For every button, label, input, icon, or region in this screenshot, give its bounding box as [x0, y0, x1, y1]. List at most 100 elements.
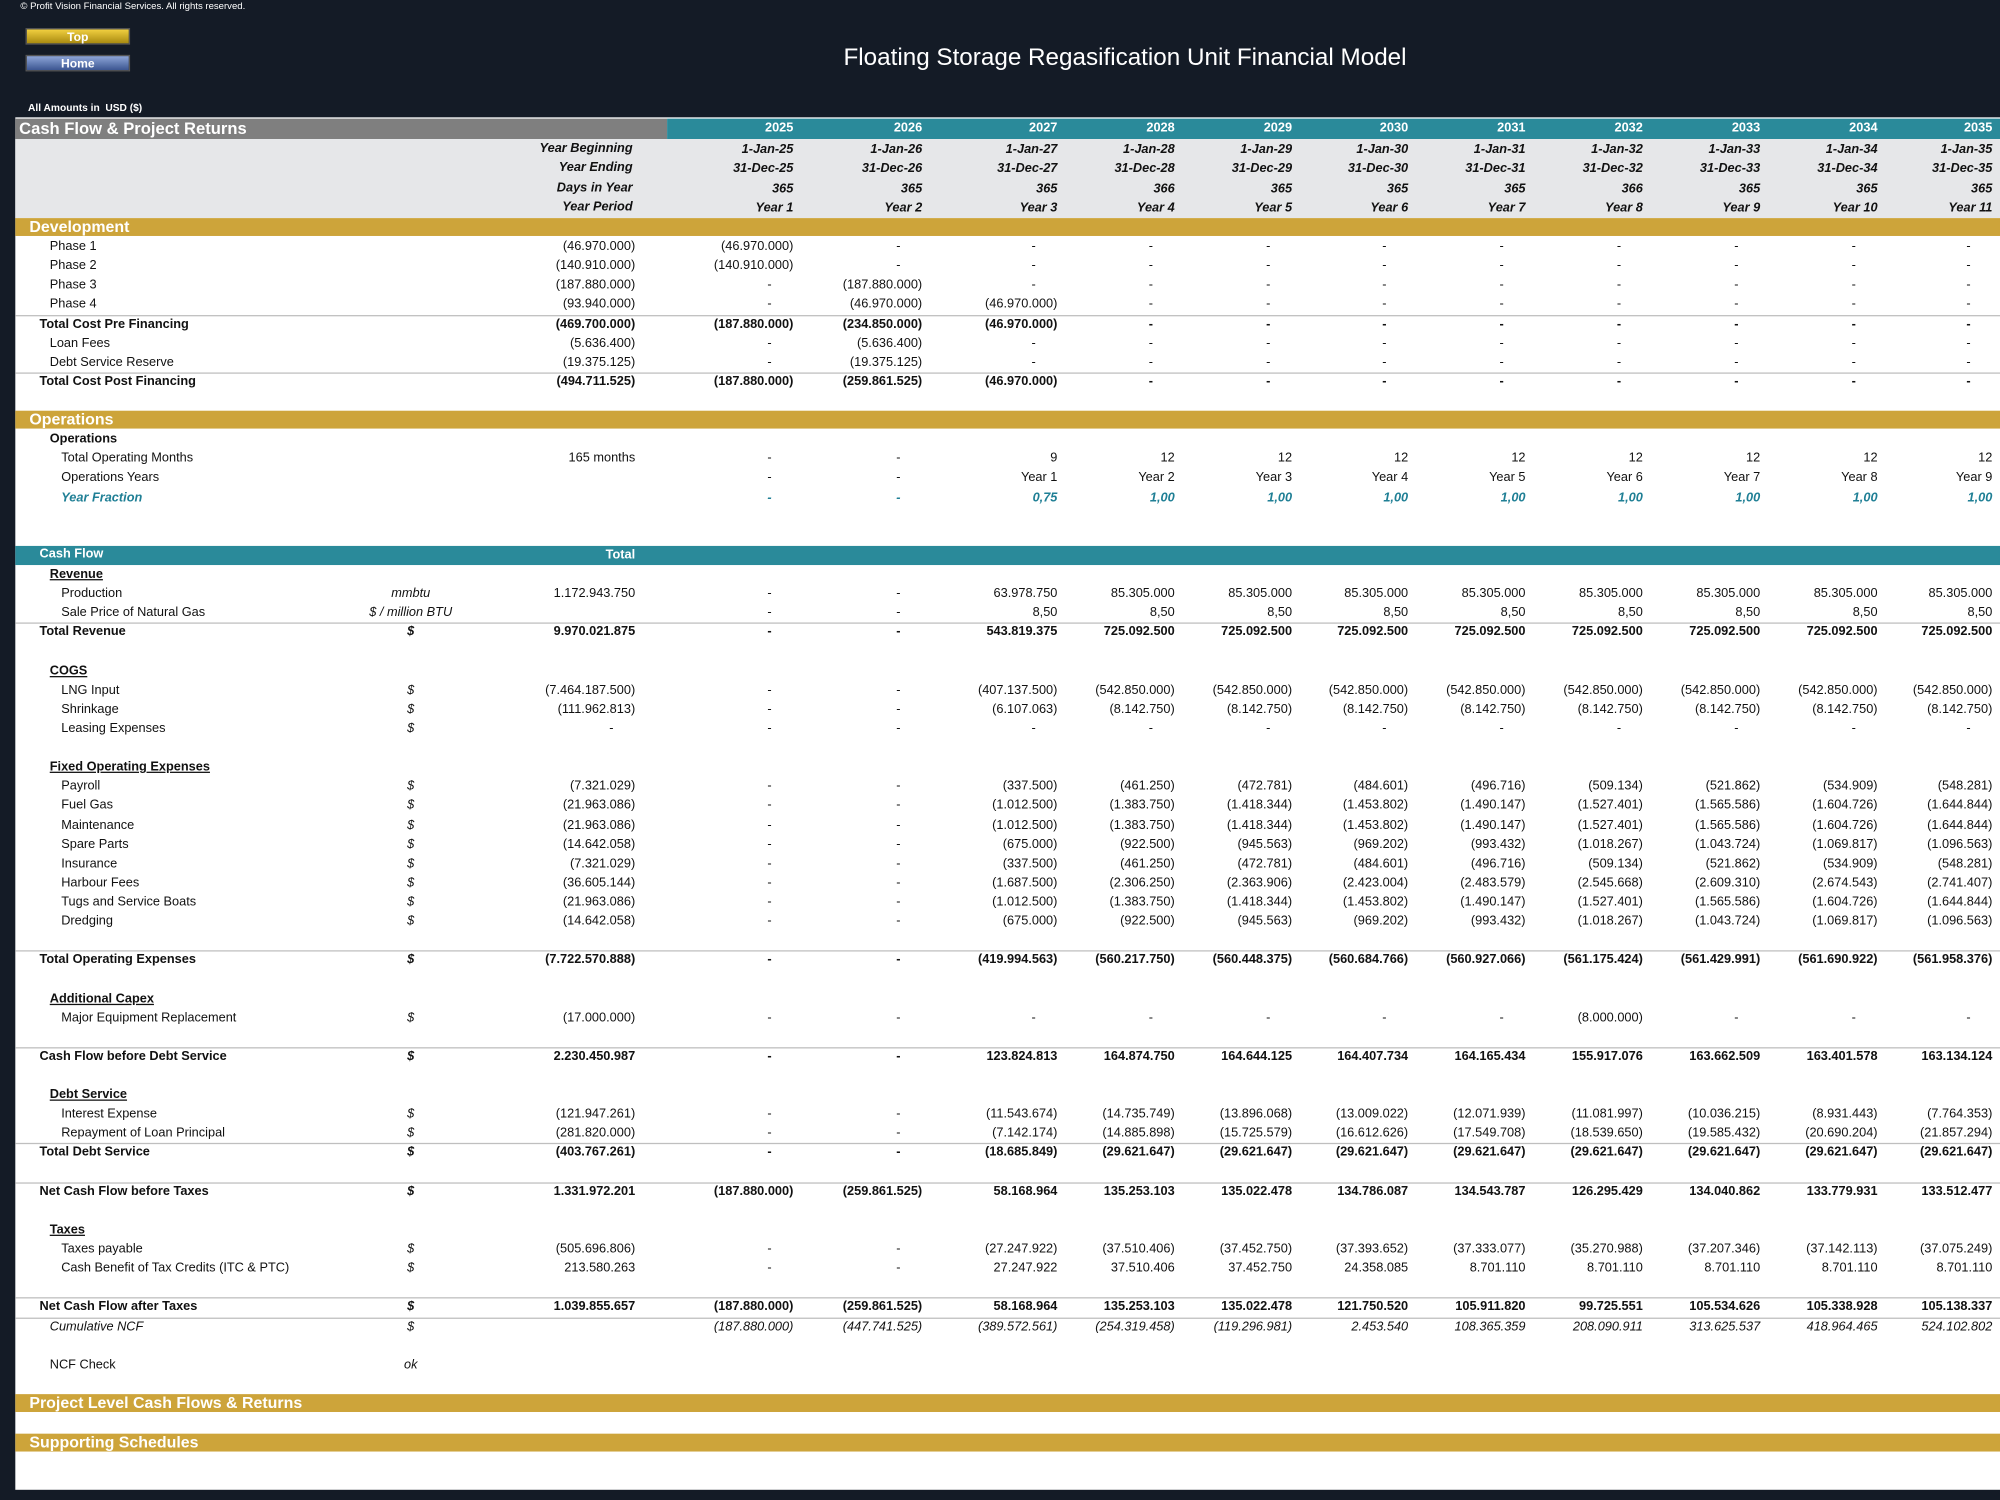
cell: - — [1382, 278, 1387, 293]
timeline-cell: Year 5 — [1254, 201, 1293, 216]
row-total: 2.230.450.987 — [553, 1049, 636, 1064]
home-button[interactable]: Home — [25, 54, 131, 72]
row-label: Revenue — [49, 567, 103, 582]
row-unit: $ — [407, 1145, 415, 1160]
cell: (922.500) — [1120, 914, 1175, 929]
cell: - — [1148, 1011, 1154, 1026]
year-header: 2033 — [1731, 121, 1761, 136]
cell: (119.296.981) — [1213, 1320, 1293, 1335]
cell: - — [1734, 239, 1739, 254]
cell: 58.168.964 — [993, 1299, 1058, 1314]
row-total: (494.711.525) — [556, 374, 636, 390]
cell: - — [767, 838, 772, 853]
timeline-cell: 365 — [900, 182, 923, 197]
cell: - — [896, 952, 901, 967]
cell: 8,50 — [1149, 605, 1175, 620]
cell: (35.270.988) — [1570, 1242, 1643, 1257]
cell: Year 9 — [1955, 470, 1993, 485]
row-rule — [15, 1047, 2000, 1049]
cell: (542.850.000) — [1563, 683, 1643, 698]
row-label: Taxes payable — [61, 1242, 143, 1257]
cell: - — [767, 952, 772, 967]
timeline-label: Days in Year — [556, 181, 633, 196]
cell: (2.741.407) — [1927, 876, 1993, 891]
cell: 27.247.922 — [993, 1261, 1058, 1276]
cell: - — [1499, 336, 1504, 351]
cell: 85.305.000 — [1579, 586, 1643, 601]
cell: 105.338.928 — [1806, 1299, 1878, 1314]
row-label: Production — [61, 586, 123, 601]
timeline-cell: 1-Jan-35 — [1940, 142, 1993, 157]
cell: (187.880.000) — [713, 317, 794, 332]
cell: (542.850.000) — [1212, 683, 1293, 698]
row-total: (19.375.125) — [562, 355, 636, 370]
total-header: Total — [605, 548, 636, 563]
row-label: Year Fraction — [61, 491, 143, 506]
cell: - — [896, 1126, 901, 1141]
row-total: - — [609, 721, 614, 736]
cell: - — [767, 451, 772, 466]
cell: 12 — [1746, 451, 1761, 466]
timeline-cell: 365 — [1386, 182, 1409, 197]
cell: (19.585.432) — [1687, 1126, 1761, 1141]
cell: (234.850.000) — [842, 317, 923, 332]
row-label: Sale Price of Natural Gas — [61, 605, 206, 620]
cell: 24.358.085 — [1344, 1261, 1409, 1276]
cell: 12 — [1511, 451, 1526, 466]
cell: - — [896, 451, 901, 466]
cell: - — [896, 857, 901, 872]
timeline-cell: Year 7 — [1487, 201, 1526, 216]
cell: Year 4 — [1371, 470, 1409, 485]
row-label: Operations — [49, 432, 118, 447]
timeline-cell: 31-Dec-31 — [1465, 161, 1526, 177]
top-button[interactable]: Top — [25, 28, 131, 45]
cell: (1.012.500) — [992, 798, 1058, 813]
cell: 133.512.477 — [1921, 1184, 1993, 1199]
cell: - — [1031, 355, 1036, 370]
cell: (1.527.401) — [1577, 818, 1643, 833]
cell: 85.305.000 — [1928, 586, 1993, 601]
timeline-cell: 31-Dec-34 — [1817, 161, 1878, 177]
cell: (560.448.375) — [1212, 952, 1293, 967]
cell: - — [767, 721, 772, 736]
row-total: (187.880.000) — [555, 278, 636, 293]
cell: - — [1966, 297, 1971, 312]
timeline-cell: 31-Dec-33 — [1699, 161, 1761, 177]
cell: 8,50 — [1967, 605, 1993, 620]
timeline-cell: Year 8 — [1605, 201, 1643, 216]
cell: 163.134.124 — [1921, 1049, 1993, 1064]
cell: - — [1616, 355, 1622, 370]
row-label: Fixed Operating Expenses — [49, 760, 210, 775]
row-total: (121.947.261) — [555, 1107, 636, 1122]
cell: (1.604.726) — [1812, 818, 1878, 833]
cell: Year 8 — [1841, 470, 1878, 485]
cell: - — [767, 624, 772, 640]
row-unit: $ — [407, 952, 415, 967]
row-total: (21.963.086) — [562, 818, 636, 833]
cell: - — [1382, 355, 1387, 370]
section-bar — [15, 1433, 2000, 1452]
row-unit: $ — [407, 702, 415, 717]
cell: 12 — [1393, 451, 1409, 466]
cell: - — [767, 336, 772, 351]
cell: - — [896, 1049, 901, 1064]
cell: - — [1616, 374, 1622, 390]
cell: - — [1966, 317, 1971, 332]
row-total: 165 months — [568, 451, 636, 466]
cell: (337.500) — [1002, 779, 1058, 794]
cell: - — [1616, 317, 1622, 332]
row-label: Net Cash Flow after Taxes — [39, 1299, 198, 1314]
cell: (548.281) — [1937, 779, 1993, 794]
cell: - — [1382, 336, 1387, 351]
row-total: (21.963.086) — [562, 895, 636, 910]
row-rule — [15, 622, 2000, 624]
cell: (1.644.844) — [1927, 818, 1993, 833]
timeline-cell: 1-Jan-32 — [1591, 142, 1643, 157]
cell: - — [1382, 317, 1387, 332]
timeline-cell: 365 — [1270, 182, 1293, 197]
row-rule — [15, 1142, 2000, 1145]
cell: - — [767, 914, 772, 929]
cell: 725.092.500 — [1337, 624, 1409, 640]
cell: (1.012.500) — [992, 818, 1058, 833]
cell: 8,50 — [1383, 605, 1409, 620]
